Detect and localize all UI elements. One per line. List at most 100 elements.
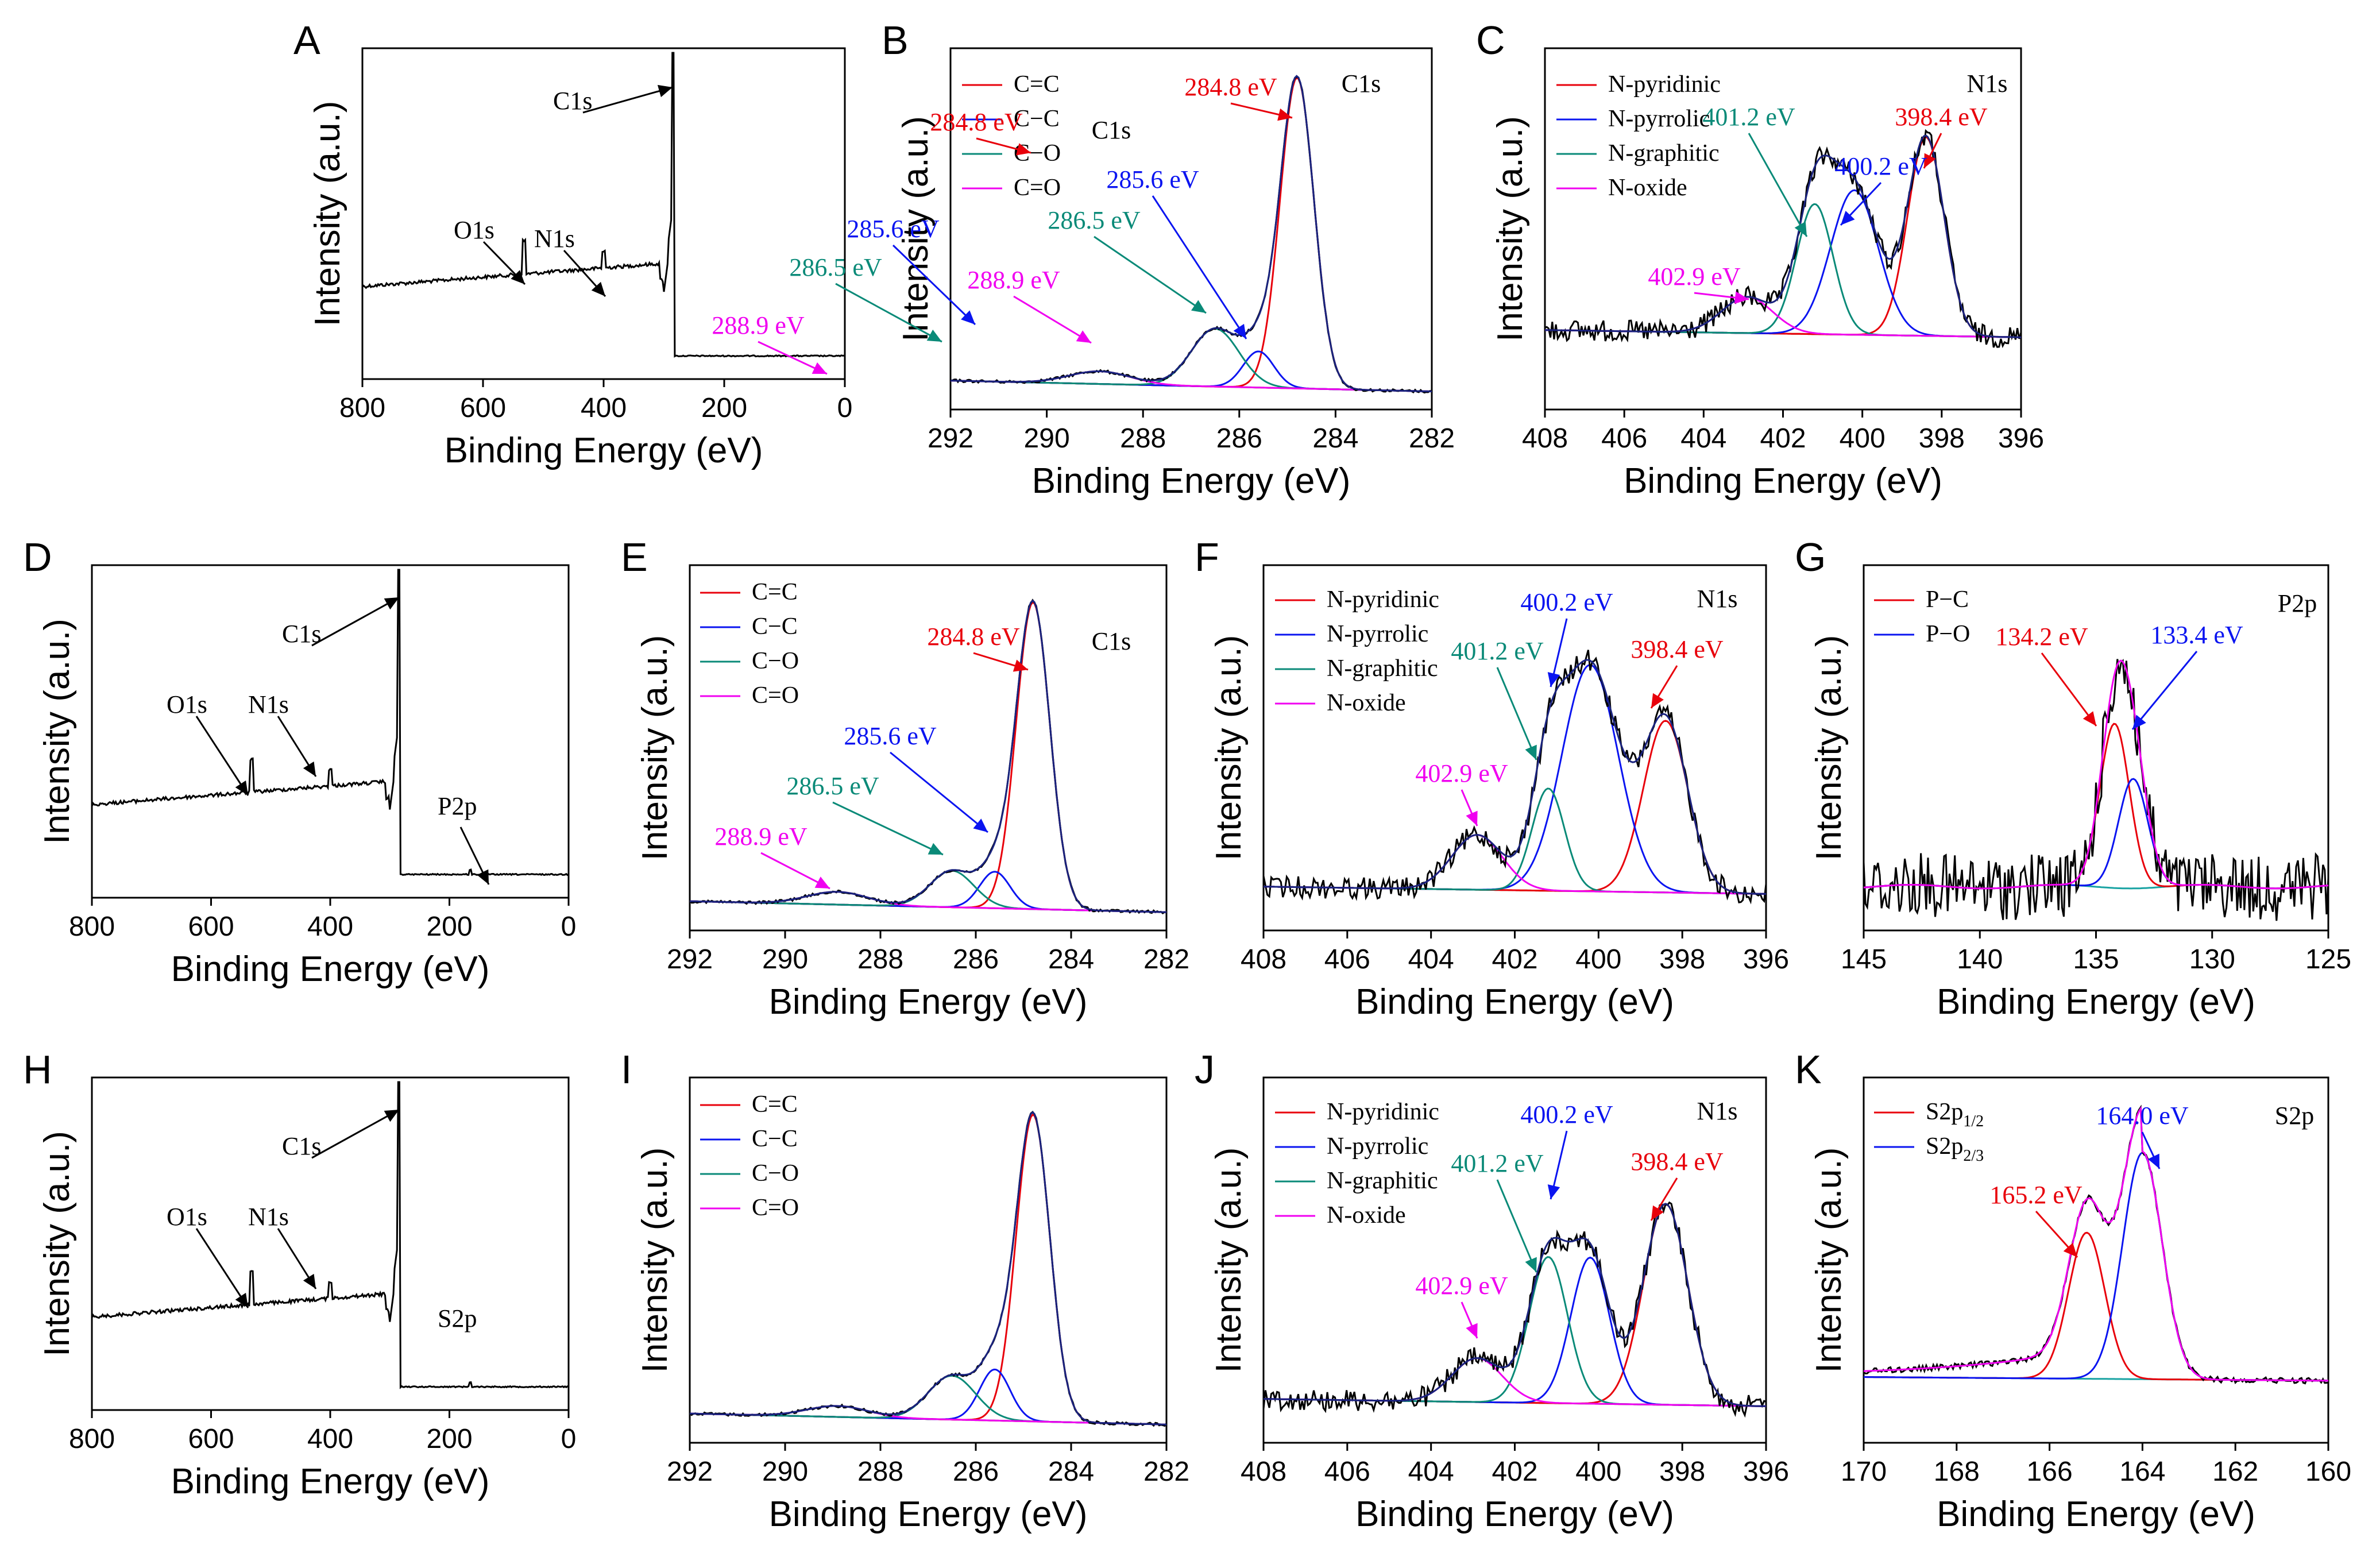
x-tick-label: 800 — [69, 911, 115, 942]
panel-h: 800 600 400 200 0 Binding Energy (eV) Intensit… — [23, 1047, 576, 1501]
x-tick-label: 396 — [1743, 944, 1789, 975]
component-blue — [1264, 1256, 1766, 1407]
survey-spectrum-line — [91, 569, 569, 876]
x-tick-label: 288 — [857, 1457, 903, 1487]
x-axis-title: Binding Energy (eV) — [1032, 461, 1351, 501]
experimental-line — [1262, 650, 1767, 905]
component-red — [1864, 1231, 2328, 1382]
peak-label-o1s: O1s — [167, 1203, 207, 1231]
x-tick-label: 200 — [701, 393, 747, 423]
legend-text-main: C=O — [1014, 175, 1061, 201]
legend-text-main: C=O — [752, 1195, 799, 1221]
panel-i: 292 290 288 286 284 282 Binding Energy (eV) Int… — [621, 623, 1189, 1534]
legend-text-main: C−O — [752, 648, 799, 674]
legend-text-main: N-pyrrolic — [1327, 1133, 1428, 1160]
legend-text-main: N-pyridinic — [1608, 71, 1721, 98]
legend-label: N-oxide — [1327, 690, 1406, 716]
x-tick-label: 286 — [953, 1457, 999, 1487]
y-axis-title: Intensity (a.u.) — [635, 635, 675, 861]
peak-arrow-c1s-line — [582, 86, 673, 114]
legend-label: N-pyridinic — [1608, 71, 1721, 98]
legend-text-main: N-graphitic — [1327, 1168, 1438, 1194]
peak-arrow-o1s-head — [235, 1292, 248, 1308]
y-axis-title: Intensity (a.u.) — [1809, 1148, 1849, 1373]
legend-label: S2p2/3 — [1926, 1133, 1984, 1165]
x-tick-label: 406 — [1324, 944, 1370, 975]
component-label: 284.8 eV — [927, 623, 1020, 651]
y-axis-title: Intensity (a.u.) — [1209, 1148, 1249, 1373]
region-label: P2p — [2278, 589, 2317, 617]
x-tick-label: 600 — [188, 911, 234, 942]
component-magenta — [1264, 834, 1766, 895]
legend-label: C−C — [1014, 106, 1060, 132]
legend-label: C−C — [752, 1126, 798, 1152]
peak-arrow-p2p-head — [477, 869, 489, 884]
legend-text-main: N-pyrrolic — [1608, 106, 1710, 132]
plot-frame — [689, 564, 1168, 932]
x-tick-label: 404 — [1408, 944, 1454, 975]
component-arrow-head — [961, 310, 975, 325]
x-tick-label: 282 — [1143, 944, 1189, 975]
component-arrow-line — [890, 751, 988, 833]
x-tick-label: 800 — [69, 1424, 115, 1454]
legend-label: N-oxide — [1608, 175, 1687, 201]
x-tick-label: 282 — [1143, 1457, 1189, 1487]
legend-label: C−O — [752, 648, 799, 674]
peak-arrow-n1s-head — [303, 1273, 316, 1289]
panel-e: 292 290 288 286 284 282 Binding Energy (eV) Int… — [621, 108, 1189, 1022]
panel-letter: J — [1195, 1047, 1215, 1092]
legend-label: C−C — [752, 613, 798, 640]
component-arrow-head — [2147, 1153, 2159, 1169]
legend-label: N-pyrrolic — [1327, 1133, 1428, 1160]
legend-text-main: N-oxide — [1327, 1202, 1406, 1229]
component-arrow-line — [832, 801, 944, 856]
legend-label: N-pyridinic — [1327, 1099, 1439, 1125]
x-tick-label: 402 — [1492, 944, 1537, 975]
fit-envelope-line — [1264, 659, 1767, 895]
legend-text-main: S2p — [1926, 1133, 1963, 1160]
component-label: 398.4 eV — [1895, 103, 1988, 131]
region-label: C1s — [1092, 627, 1131, 655]
component-arrow-line — [1496, 667, 1537, 760]
panel-letter: I — [621, 1047, 632, 1092]
component-arrow-head — [1191, 300, 1206, 313]
component-arrow-head — [1525, 744, 1537, 760]
plot-frame — [1863, 1076, 2329, 1444]
component-label: 286.5 eV — [789, 253, 882, 281]
component-arrow-line — [1496, 1179, 1537, 1273]
x-tick-label: 200 — [426, 911, 472, 942]
legend-text-main: P−C — [1926, 586, 1969, 613]
legend-label: N-graphitic — [1327, 1168, 1438, 1194]
fit-envelope-line — [1863, 659, 2329, 890]
panel-letter: A — [293, 18, 320, 63]
fit-envelope-line — [1264, 1203, 1767, 1407]
y-axis-title: Intensity (a.u.) — [37, 619, 77, 844]
component-arrow-head — [928, 843, 943, 855]
x-tick-label: 145 — [1841, 944, 1887, 975]
component-arrow-head — [1076, 330, 1091, 343]
peak-label-n1s: N1s — [248, 690, 289, 719]
x-tick-label: 396 — [1998, 423, 2044, 454]
legend-label: C=O — [752, 1195, 799, 1221]
x-tick-label: 400 — [307, 1424, 353, 1454]
component-arrow-head — [1794, 221, 1807, 237]
component-arrow-line — [835, 283, 942, 343]
experimental-line — [1863, 658, 2329, 921]
peak-arrow-o1s-line — [195, 716, 249, 796]
component-arrow-head — [926, 329, 942, 342]
component-label: 288.9 eV — [714, 822, 808, 851]
component-arrow-line — [2041, 652, 2097, 727]
legend-label: N-pyrrolic — [1327, 621, 1428, 647]
legend-text-main: C−C — [752, 613, 798, 640]
panel-c: 408 406 404 402 400 398 396 Binding Energy (eV)… — [1476, 18, 2044, 501]
region-label: C1s — [1092, 116, 1131, 144]
x-tick-label: 284 — [1048, 1457, 1094, 1487]
component-blue — [1864, 1152, 2328, 1382]
x-tick-label: 135 — [2073, 944, 2119, 975]
panel-letter: H — [23, 1047, 52, 1092]
peak-arrow-c1s-line — [311, 596, 400, 647]
x-axis-title: Binding Energy (eV) — [171, 1462, 490, 1501]
panel-letter: K — [1795, 1047, 1822, 1092]
component-arrow-head — [1525, 1257, 1537, 1272]
